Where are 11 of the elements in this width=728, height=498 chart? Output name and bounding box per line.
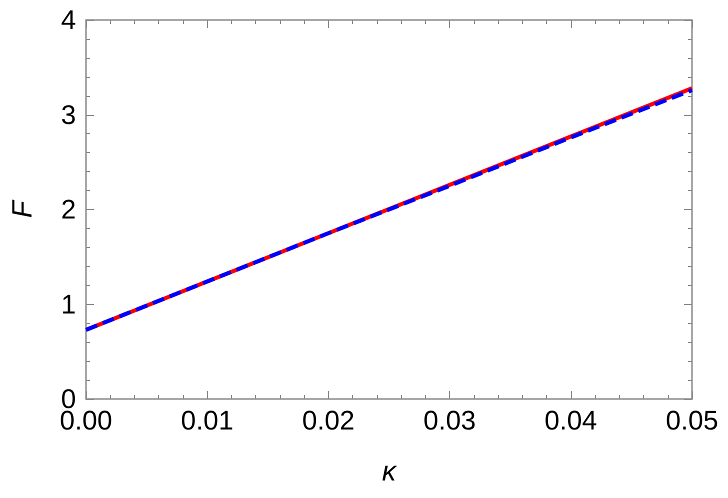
y-axis-title: F xyxy=(6,199,38,218)
y-tick-label: 1 xyxy=(60,289,76,320)
y-tick-label: 2 xyxy=(60,194,76,224)
y-tick-label: 4 xyxy=(60,5,76,35)
x-tick-label: 0.05 xyxy=(666,406,718,436)
x-tick-label: 0.01 xyxy=(180,406,234,436)
x-axis-title: κ xyxy=(382,456,398,486)
x-tick-label: 0.02 xyxy=(302,406,355,436)
x-tick-label: 0.03 xyxy=(423,406,476,436)
y-tick-label: 3 xyxy=(60,100,76,130)
x-tick-label: 0.04 xyxy=(544,406,598,436)
